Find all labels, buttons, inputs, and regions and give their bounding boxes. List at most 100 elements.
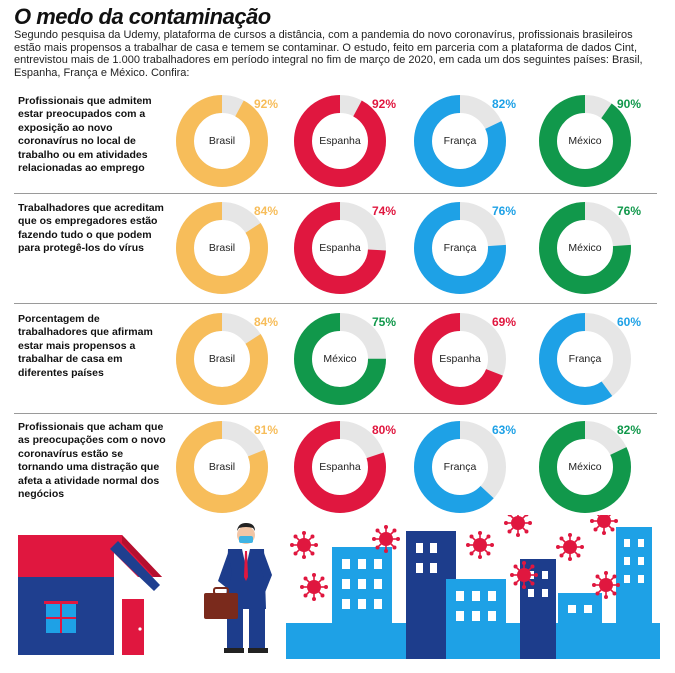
donut-arc-frança: [539, 313, 631, 405]
percent-label: 69%: [492, 315, 517, 329]
row-divider: [14, 413, 657, 414]
percent-label: 81%: [254, 423, 279, 437]
virus-icon: [510, 561, 538, 589]
donut-chart: México 90%: [539, 95, 657, 187]
intro-text: Segundo pesquisa da Udemy, plataforma de…: [14, 29, 643, 79]
donut-svg: [294, 95, 386, 187]
virus-icon: [290, 531, 318, 559]
donut-arc-frança: [414, 95, 506, 187]
donut-arc-espanha: [414, 313, 506, 405]
donut-chart: França 63%: [414, 421, 532, 513]
donut-arc-méxico: [294, 313, 386, 405]
percent-label: 84%: [254, 204, 279, 218]
country-label: França: [568, 353, 602, 365]
percent-label: 60%: [617, 315, 642, 329]
percent-label: 82%: [492, 97, 517, 111]
row-label: Profissionais que acham que as preocupaç…: [18, 421, 166, 501]
row-divider: [14, 193, 657, 194]
donut-arc-méxico: [539, 202, 631, 294]
donut-chart: Brasil 92%: [176, 95, 294, 187]
donut-arc-méxico: [539, 95, 631, 187]
donut-chart: Espanha 92%: [294, 95, 412, 187]
donut-svg: [294, 421, 386, 513]
donut-svg: [414, 202, 506, 294]
country-label: México: [568, 461, 602, 473]
row-label: Porcentagem de trabalhadores que afirmam…: [18, 313, 153, 379]
country-label: França: [443, 461, 477, 473]
donut-svg: [294, 313, 386, 405]
donut-chart: Espanha 69%: [414, 313, 532, 405]
country-label: França: [443, 135, 477, 147]
virus-icon: [592, 571, 620, 599]
row-label: Profissionais que admitem estar preocupa…: [18, 95, 152, 175]
virus-icon: [466, 531, 494, 559]
percent-label: 76%: [492, 204, 517, 218]
donut-chart: Brasil 84%: [176, 202, 294, 294]
virus-icons: [290, 515, 620, 601]
house-icon: [18, 535, 162, 655]
country-label: México: [568, 135, 602, 147]
donut-arc-espanha: [294, 95, 386, 187]
country-label: Espanha: [439, 353, 481, 365]
virus-icon: [556, 533, 584, 561]
page-title: O medo da contaminação: [14, 4, 271, 29]
donut-svg: [294, 202, 386, 294]
percent-label: 92%: [254, 97, 279, 111]
city-illustration: [18, 515, 660, 659]
donut-chart: México 82%: [539, 421, 657, 513]
country-label: Espanha: [319, 242, 361, 254]
country-label: Brasil: [208, 353, 236, 365]
percent-label: 84%: [254, 315, 279, 329]
donut-svg: [414, 313, 506, 405]
donut-chart: Brasil 81%: [176, 421, 294, 513]
donut-svg: [176, 313, 268, 405]
donut-chart: México 75%: [294, 313, 412, 405]
percent-label: 92%: [372, 97, 397, 111]
donut-svg: [539, 313, 631, 405]
country-label: Espanha: [319, 135, 361, 147]
row-divider: [14, 303, 657, 304]
city-buildings-icon: [286, 527, 660, 659]
donut-chart: México 76%: [539, 202, 657, 294]
donut-svg: [176, 421, 268, 513]
donut-svg: [414, 421, 506, 513]
donut-svg: [414, 95, 506, 187]
chart-row: Profissionais que acham que as preocupaç…: [0, 421, 675, 529]
percent-label: 76%: [617, 204, 642, 218]
percent-label: 82%: [617, 423, 642, 437]
country-label: França: [443, 242, 477, 254]
virus-icon: [504, 515, 532, 537]
country-label: Brasil: [208, 135, 236, 147]
donut-arc-espanha: [294, 202, 386, 294]
country-label: Brasil: [208, 242, 236, 254]
percent-label: 74%: [372, 204, 397, 218]
percent-label: 75%: [372, 315, 397, 329]
percent-label: 90%: [617, 97, 642, 111]
donut-chart: Espanha 80%: [294, 421, 412, 513]
donut-svg: [539, 421, 631, 513]
virus-icon: [590, 515, 618, 535]
donut-chart: França 76%: [414, 202, 532, 294]
chart-row: Porcentagem de trabalhadores que afirmam…: [0, 313, 675, 421]
donut-arc-méxico: [539, 421, 631, 513]
donut-arc-frança: [414, 421, 506, 513]
percent-label: 80%: [372, 423, 397, 437]
donut-arc-brasil: [176, 95, 268, 187]
donut-arc-brasil: [176, 313, 268, 405]
virus-icon: [372, 525, 400, 553]
donut-arc-frança: [414, 202, 506, 294]
country-label: Espanha: [319, 461, 361, 473]
donut-chart: França 82%: [414, 95, 532, 187]
donut-chart: França 60%: [539, 313, 657, 405]
businessman-icon: [204, 523, 272, 653]
country-label: México: [323, 353, 357, 365]
donut-svg: [176, 95, 268, 187]
donut-arc-brasil: [176, 421, 268, 513]
donut-arc-brasil: [176, 202, 268, 294]
donut-svg: [176, 202, 268, 294]
donut-chart: Brasil 84%: [176, 313, 294, 405]
donut-svg: [539, 95, 631, 187]
percent-label: 63%: [492, 423, 517, 437]
donut-arc-espanha: [294, 421, 386, 513]
donut-svg: [539, 202, 631, 294]
